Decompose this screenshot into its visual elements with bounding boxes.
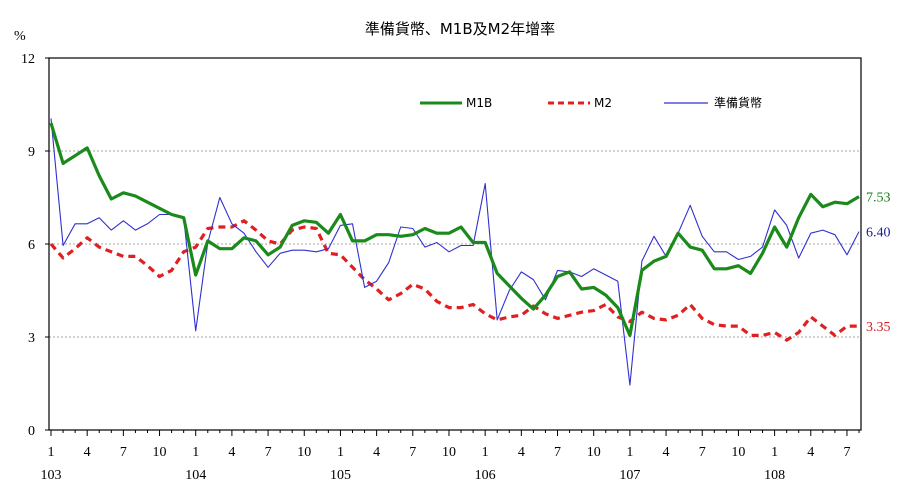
y-tick-label: 6 [28, 238, 35, 253]
end-label-reserve-money: 6.40 [866, 226, 891, 241]
x-tick-label: 1 [771, 445, 778, 460]
x-tick-label: 4 [228, 445, 235, 460]
x-tick-label: 10 [587, 445, 601, 460]
x-tick-label: 1 [337, 445, 344, 460]
x-tick-label: 7 [554, 445, 561, 460]
x-tick-label: 4 [807, 445, 814, 460]
x-year-label: 103 [41, 468, 62, 483]
x-tick-label: 1 [482, 445, 489, 460]
x-tick-label: 7 [120, 445, 127, 460]
x-year-label: 105 [330, 468, 351, 483]
x-tick-label: 10 [153, 445, 167, 460]
x-tick-label: 10 [297, 445, 311, 460]
x-year-label: 107 [619, 468, 640, 483]
x-year-label: 104 [185, 468, 206, 483]
x-tick-label: 4 [663, 445, 670, 460]
y-tick-label: 0 [28, 424, 35, 439]
series-line-reserve-money [50, 118, 860, 386]
x-tick-label: 1 [48, 445, 55, 460]
x-tick-label: 10 [731, 445, 745, 460]
x-year-label: 108 [764, 468, 785, 483]
gridlines [49, 150, 861, 338]
x-tick-label: 10 [442, 445, 456, 460]
legend-label-reserve-money: 準備貨幣 [714, 95, 762, 110]
x-year-label: 106 [475, 468, 496, 483]
chart-title: 準備貨幣、M1B及M2年增率 [365, 20, 555, 38]
y-axis-unit: % [14, 29, 26, 44]
series-lines [49, 118, 860, 386]
x-tick-label: 7 [699, 445, 706, 460]
legend: M1B M2 準備貨幣 [420, 95, 762, 110]
series-line-m1b [49, 122, 860, 337]
x-tick-label: 1 [626, 445, 633, 460]
x-axis: 1 4 7 10 1 4 7 10 1 4 7 10 1 4 7 10 1 4 7 10 1 4 7 103 104 105 106… [41, 430, 860, 483]
x-tick-label: 7 [843, 445, 850, 460]
y-tick-label: 12 [21, 52, 35, 67]
y-tick-label: 9 [28, 145, 35, 160]
legend-label-m2: M2 [594, 96, 612, 110]
series-line-m2 [49, 219, 859, 342]
y-tick-label: 3 [28, 331, 35, 346]
legend-label-m1b: M1B [466, 96, 492, 110]
x-tick-label: 4 [373, 445, 380, 460]
x-tick-label: 4 [84, 445, 91, 460]
x-tick-label: 4 [518, 445, 525, 460]
x-tick-label: 7 [265, 445, 272, 460]
x-tick-label: 1 [192, 445, 199, 460]
end-label-m1b: 7.53 [866, 191, 891, 206]
y-axis: 0 3 6 9 12 [21, 52, 49, 439]
x-tick-label: 7 [409, 445, 416, 460]
end-labels: 7.53 3.35 6.40 [866, 191, 891, 336]
end-label-m2: 3.35 [866, 320, 891, 335]
